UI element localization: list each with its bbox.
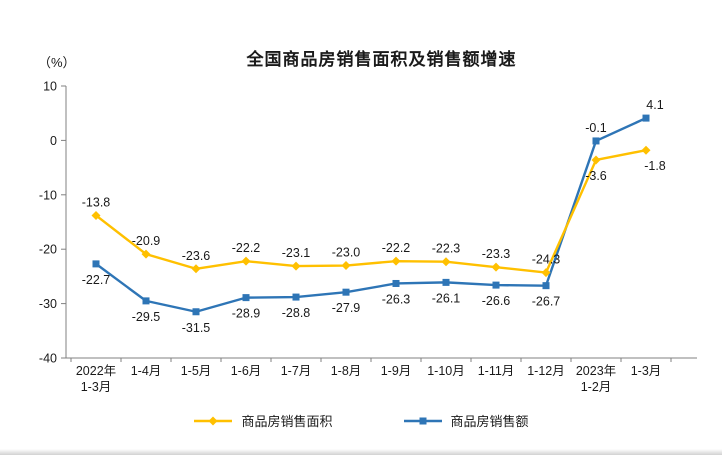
data-label: -26.7 xyxy=(532,295,561,309)
data-label: -23.0 xyxy=(332,246,361,260)
data-label: -20.9 xyxy=(132,234,161,248)
data-label: -13.8 xyxy=(82,195,111,209)
y-axis-unit-label: （%） xyxy=(38,55,76,70)
x-tick-label: 1-10月 xyxy=(427,364,465,378)
data-point-square xyxy=(92,260,100,268)
data-point-diamond xyxy=(491,262,501,272)
data-point-diamond xyxy=(341,261,351,271)
x-tick-label: 1-12月 xyxy=(527,364,565,378)
x-tick-label: 1-6月 xyxy=(231,364,262,378)
y-tick-label: 0 xyxy=(50,134,57,148)
data-label: -24.3 xyxy=(532,253,561,267)
x-tick-label: 1-5月 xyxy=(181,364,212,378)
data-label: -22.2 xyxy=(232,241,261,255)
data-point-diamond xyxy=(541,268,551,278)
data-point-square xyxy=(542,282,550,290)
legend-marker-diamond xyxy=(208,416,218,425)
legend-label-sales-amount: 商品房销售额 xyxy=(450,414,529,429)
data-point-square xyxy=(342,288,350,296)
data-point-square xyxy=(292,293,300,301)
y-tick-label: -30 xyxy=(39,297,57,311)
data-label: -23.3 xyxy=(482,247,511,261)
x-tick-label: 1-4月 xyxy=(131,364,162,378)
data-label: -26.1 xyxy=(432,291,461,305)
data-label: -22.7 xyxy=(82,273,111,287)
data-point-square xyxy=(242,294,250,302)
x-tick-label: 1-2月 xyxy=(581,380,612,394)
y-tick-label: -40 xyxy=(39,352,57,366)
data-point-square xyxy=(492,281,500,289)
data-point-square xyxy=(392,279,400,287)
x-tick-label: 1-9月 xyxy=(381,364,412,378)
data-label: -1.8 xyxy=(644,159,666,173)
data-label: -22.3 xyxy=(432,242,461,256)
data-point-diamond xyxy=(441,257,451,267)
x-tick-label: 1-7月 xyxy=(281,364,312,378)
data-point-diamond xyxy=(591,155,601,165)
data-label: -31.5 xyxy=(182,321,211,335)
y-tick-label: 10 xyxy=(43,80,57,94)
x-tick-label: 1-8月 xyxy=(331,364,362,378)
legend-item-sales-area: 商品房销售面积 xyxy=(193,411,333,430)
data-label: -27.9 xyxy=(332,301,361,315)
data-label: 4.1 xyxy=(646,98,663,112)
data-label: -23.6 xyxy=(182,249,211,263)
x-tick-label: 1-11月 xyxy=(478,364,515,378)
data-point-square xyxy=(592,137,600,145)
data-point-diamond xyxy=(641,145,651,155)
data-label: -3.6 xyxy=(585,169,607,183)
y-tick-label: -10 xyxy=(39,188,57,202)
data-label: -28.9 xyxy=(232,307,261,321)
data-point-square xyxy=(192,308,200,316)
x-tick-label: 1-3月 xyxy=(631,364,662,378)
legend-line-diamond-icon xyxy=(194,416,233,425)
data-label: -22.2 xyxy=(382,241,411,255)
data-point-diamond xyxy=(141,249,151,259)
data-label: -26.3 xyxy=(382,292,411,306)
y-tick-label: -20 xyxy=(39,243,57,257)
data-label: -0.1 xyxy=(585,121,607,135)
chart-title: 全国商品房销售面积及销售额增速 xyxy=(246,50,517,69)
data-point-diamond xyxy=(191,264,201,274)
data-point-square xyxy=(642,114,650,122)
legend-marker-square xyxy=(419,417,426,424)
data-label: -23.1 xyxy=(282,246,311,260)
legend-item-sales-amount: 商品房销售额 xyxy=(403,411,529,430)
legend-line-square-icon xyxy=(403,417,442,424)
series-line-1 xyxy=(94,116,648,313)
series-line-0 xyxy=(94,148,648,274)
data-point-diamond xyxy=(391,256,401,266)
x-tick-label: 2022年 xyxy=(76,364,116,378)
data-point-square xyxy=(442,278,450,286)
data-point-square xyxy=(142,297,150,305)
legend: 商品房销售面积 商品房销售额 xyxy=(0,411,722,430)
data-point-diamond xyxy=(91,210,101,220)
x-tick-label: 2023年 xyxy=(576,364,616,378)
x-tick-label: 1-3月 xyxy=(81,380,112,394)
legend-label-sales-area: 商品房销售面积 xyxy=(241,414,333,429)
data-point-diamond xyxy=(241,256,251,266)
data-label: -26.6 xyxy=(482,294,511,308)
data-label: -29.5 xyxy=(132,310,161,324)
data-label: -28.8 xyxy=(282,306,311,320)
data-point-diamond xyxy=(291,261,301,271)
